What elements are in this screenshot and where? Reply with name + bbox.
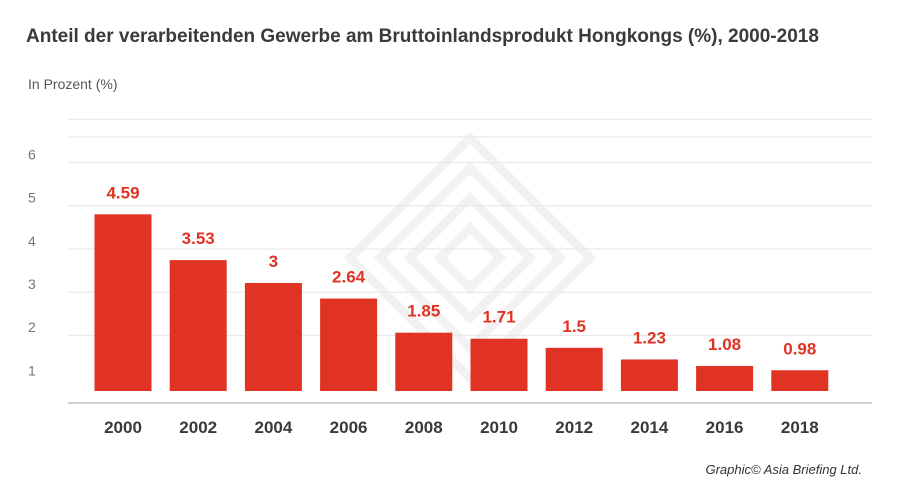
bar bbox=[320, 298, 378, 391]
y-tick-label: 2 bbox=[28, 319, 36, 335]
bar-value-label: 2.64 bbox=[332, 268, 366, 287]
x-tick-label: 2006 bbox=[330, 418, 368, 437]
bar-value-label: 1.08 bbox=[708, 335, 741, 354]
bar-value-label: 0.98 bbox=[783, 339, 816, 358]
bar bbox=[696, 365, 754, 391]
x-tick-label: 2000 bbox=[104, 418, 142, 437]
y-tick-label: 4 bbox=[28, 233, 36, 249]
bar bbox=[771, 370, 829, 391]
y-tick-label: 5 bbox=[28, 190, 36, 206]
bar bbox=[470, 338, 528, 391]
bar bbox=[94, 214, 152, 391]
bar-value-label: 4.59 bbox=[106, 183, 139, 202]
bar-value-label: 3 bbox=[269, 252, 278, 271]
bar bbox=[620, 359, 678, 391]
chart-title: Anteil der verarbeitenden Gewerbe am Bru… bbox=[26, 26, 819, 47]
bar-value-label: 1.5 bbox=[562, 317, 586, 336]
y-tick-label: 6 bbox=[28, 146, 36, 162]
x-tick-label: 2014 bbox=[630, 418, 668, 437]
bar bbox=[244, 283, 302, 391]
x-tick-label: 2002 bbox=[179, 418, 217, 437]
bar-value-label: 1.71 bbox=[482, 308, 515, 327]
watermark-logo bbox=[343, 131, 597, 385]
graphic-credit: Graphic© Asia Briefing Ltd. bbox=[705, 462, 862, 477]
y-tick-label: 3 bbox=[28, 276, 36, 292]
bar-value-label: 3.53 bbox=[182, 229, 215, 248]
x-tick-label: 2012 bbox=[555, 418, 593, 437]
bar-value-label: 1.23 bbox=[633, 328, 666, 347]
bar bbox=[545, 347, 603, 391]
x-tick-label: 2016 bbox=[706, 418, 744, 437]
bar-value-label: 1.85 bbox=[407, 302, 440, 321]
y-axis-unit-label: In Prozent (%) bbox=[28, 76, 118, 92]
x-tick-label: 2018 bbox=[781, 418, 819, 437]
y-tick-label: 1 bbox=[28, 362, 36, 378]
bar bbox=[169, 260, 227, 391]
x-tick-label: 2004 bbox=[254, 418, 292, 437]
x-tick-label: 2008 bbox=[405, 418, 443, 437]
bar bbox=[395, 332, 453, 391]
x-tick-label: 2010 bbox=[480, 418, 518, 437]
